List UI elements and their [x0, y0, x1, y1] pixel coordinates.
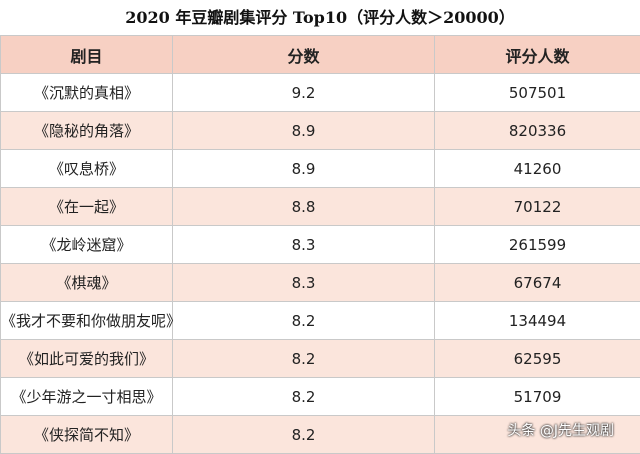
rating-count: 51709 — [435, 378, 640, 416]
watermark: 头条 @J先生观剧 — [507, 420, 614, 440]
drama-score: 8.8 — [173, 188, 435, 226]
drama-score: 8.2 — [173, 340, 435, 378]
table-row: 《沉默的真相》 9.2 507501 — [1, 74, 640, 112]
drama-name: 《隐秘的角落》 — [1, 112, 173, 150]
table-row: 《在一起》 8.8 70122 — [1, 188, 640, 226]
table-row: 《隐秘的角落》 8.9 820336 — [1, 112, 640, 150]
drama-score: 8.3 — [173, 264, 435, 302]
header-count: 评分人数 — [435, 36, 640, 74]
drama-score: 8.3 — [173, 226, 435, 264]
rating-count: 70122 — [435, 188, 640, 226]
drama-name: 《我才不要和你做朋友呢》 — [1, 302, 173, 340]
drama-name: 《少年游之一寸相思》 — [1, 378, 173, 416]
drama-score: 8.9 — [173, 112, 435, 150]
table-row: 《棋魂》 8.3 67674 — [1, 264, 640, 302]
table-row: 《少年游之一寸相思》 8.2 51709 — [1, 378, 640, 416]
drama-score: 8.2 — [173, 416, 435, 454]
rating-count: 134494 — [435, 302, 640, 340]
drama-score: 9.2 — [173, 74, 435, 112]
table-row: 《龙岭迷窟》 8.3 261599 — [1, 226, 640, 264]
rating-count: 62595 — [435, 340, 640, 378]
drama-name: 《叹息桥》 — [1, 150, 173, 188]
rating-count: 67674 — [435, 264, 640, 302]
rating-count: 820336 — [435, 112, 640, 150]
table-row: 《我才不要和你做朋友呢》 8.2 134494 — [1, 302, 640, 340]
drama-name: 《棋魂》 — [1, 264, 173, 302]
rating-count: 507501 — [435, 74, 640, 112]
rating-count: 261599 — [435, 226, 640, 264]
table-row: 《如此可爱的我们》 8.2 62595 — [1, 340, 640, 378]
drama-score: 8.2 — [173, 378, 435, 416]
header-drama: 剧目 — [1, 36, 173, 74]
table-title: 2020 年豆瓣剧集评分 Top10（评分人数＞20000） — [0, 0, 640, 35]
header-score: 分数 — [173, 36, 435, 74]
header-row: 剧目 分数 评分人数 — [1, 36, 640, 74]
drama-name: 《龙岭迷窟》 — [1, 226, 173, 264]
ranking-table: 剧目 分数 评分人数 《沉默的真相》 9.2 507501 《隐秘的角落》 8.… — [0, 35, 640, 454]
drama-name: 《侠探简不知》 — [1, 416, 173, 454]
rating-count: 41260 — [435, 150, 640, 188]
drama-name: 《在一起》 — [1, 188, 173, 226]
table-row: 《叹息桥》 8.9 41260 — [1, 150, 640, 188]
drama-name: 《如此可爱的我们》 — [1, 340, 173, 378]
drama-score: 8.9 — [173, 150, 435, 188]
drama-score: 8.2 — [173, 302, 435, 340]
drama-name: 《沉默的真相》 — [1, 74, 173, 112]
